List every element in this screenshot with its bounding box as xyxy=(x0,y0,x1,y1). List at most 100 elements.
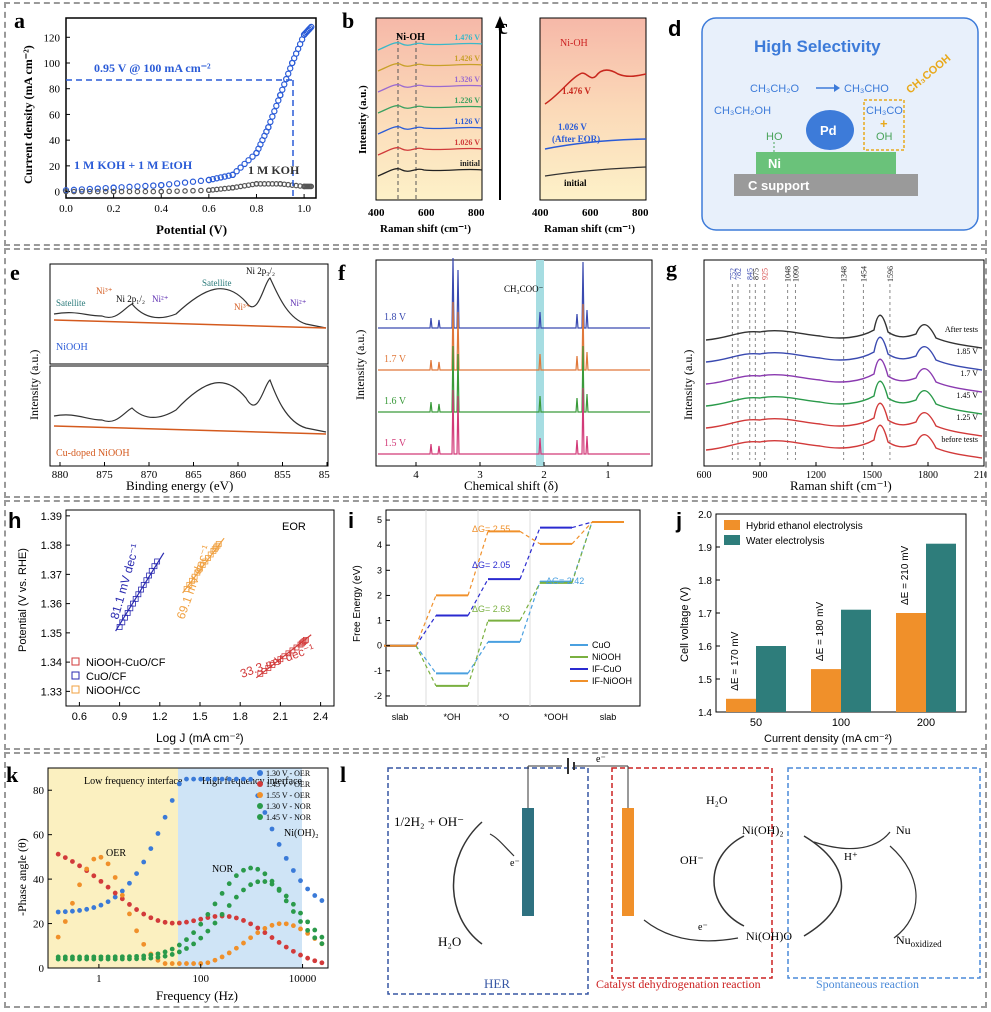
data-point xyxy=(312,893,318,898)
data-point xyxy=(269,935,275,940)
data-point xyxy=(94,188,101,195)
data-point xyxy=(150,188,157,195)
data-point xyxy=(84,956,90,962)
region-high: High frequency interface xyxy=(202,776,303,787)
data-point xyxy=(226,776,232,782)
species-nu: Nu xyxy=(896,823,911,837)
x-tick-label: 0.6 xyxy=(72,711,87,723)
energy-connector xyxy=(467,641,489,674)
x-axis-label: Raman shift (cm⁻¹) xyxy=(790,478,892,493)
data-point xyxy=(285,650,292,657)
data-point xyxy=(198,935,204,941)
y-tick-label: 2 xyxy=(377,590,382,600)
energy-connector xyxy=(571,521,593,584)
y-tick-label: 0 xyxy=(377,641,382,651)
plot-frame xyxy=(65,17,317,199)
x-tick-label: 2100 xyxy=(974,470,986,481)
data-point xyxy=(214,542,221,549)
data-point xyxy=(169,946,175,952)
data-point xyxy=(290,909,296,914)
energy-connector xyxy=(467,620,489,687)
data-point xyxy=(182,188,188,194)
curve-label: 1.8 V xyxy=(384,312,407,323)
data-point xyxy=(148,915,154,921)
panel-letter-f: f xyxy=(338,260,346,285)
energy-connector xyxy=(415,645,437,687)
legend-item: Hybrid ethanol electrolysis xyxy=(746,521,863,532)
data-point xyxy=(158,188,165,195)
x-tick: 600 xyxy=(418,207,435,219)
data-point xyxy=(126,188,133,195)
y-axis-label: -Phase angle (θ) xyxy=(15,838,29,916)
energy-connector xyxy=(415,595,437,646)
data-point xyxy=(70,956,75,962)
data-point xyxy=(290,948,296,954)
label-ni3: Ni³⁺ xyxy=(96,286,113,296)
x-tick-label: 50 xyxy=(750,717,762,729)
data-point xyxy=(241,887,246,893)
x-tick-label: 200 xyxy=(917,717,935,729)
x-tick-label: 1 xyxy=(96,973,102,985)
legend-swatch xyxy=(257,781,263,787)
y-tick-label: 2.0 xyxy=(698,510,712,521)
x-tick-label: 1.8 xyxy=(233,711,248,723)
data-point xyxy=(155,951,161,957)
data-point xyxy=(155,954,161,960)
data-point xyxy=(142,182,149,190)
curve-label: 1.7 V xyxy=(960,369,978,378)
data-point xyxy=(176,920,182,926)
x-tick: 400 xyxy=(532,207,549,219)
label-ni3-2: Ni³⁺ xyxy=(234,302,251,312)
row-4-frame xyxy=(4,752,987,1008)
y-tick-label: 80 xyxy=(49,84,61,96)
panel-letter-d: d xyxy=(668,16,681,41)
data-point xyxy=(102,188,109,195)
nmr-spectrum xyxy=(378,301,650,371)
data-point xyxy=(134,183,141,190)
data-point xyxy=(190,187,196,194)
data-point xyxy=(255,930,261,936)
x-tick-label: 1.2 xyxy=(152,711,167,723)
data-point xyxy=(191,961,197,966)
data-point xyxy=(134,907,139,912)
data-point xyxy=(173,180,181,187)
data-point xyxy=(191,918,197,924)
species-oh: OH xyxy=(876,131,893,143)
data-point xyxy=(105,861,111,867)
x-tick-label: 860 xyxy=(230,469,247,481)
x-tick-label: 0.8 xyxy=(250,203,264,215)
y-tick-label: -1 xyxy=(374,666,382,676)
x-tick-label: 2.1 xyxy=(273,711,288,723)
data-point xyxy=(191,776,197,782)
data-point xyxy=(176,942,182,948)
peak-label: 845 xyxy=(746,268,755,280)
data-point xyxy=(118,188,125,195)
legend-item: CuO xyxy=(592,640,611,650)
peak-label: 1090 xyxy=(791,266,800,282)
data-point xyxy=(319,898,325,903)
data-point xyxy=(312,958,318,964)
data-point xyxy=(261,667,268,674)
data-point xyxy=(283,855,289,861)
legend-item: CuO/CF xyxy=(86,671,127,683)
x-tick-label: *OOH xyxy=(544,712,568,722)
spectrum-curve xyxy=(377,168,483,177)
curve-label: 1.85 V xyxy=(956,347,978,356)
data-point xyxy=(312,927,318,933)
data-point xyxy=(212,901,218,907)
data-point xyxy=(219,890,225,896)
data-point xyxy=(241,940,246,946)
label-nioh2: Ni(OH)₂ xyxy=(284,828,319,839)
panel-letter-e: e xyxy=(10,260,20,285)
y-axis-label: Free Energy (eV) xyxy=(352,565,363,642)
peak-label-nioh: Ni-OH xyxy=(396,32,425,43)
data-point xyxy=(98,956,104,962)
plot-background xyxy=(539,17,647,201)
legend-item: 1.55 V - OER xyxy=(266,791,311,800)
legend-item: 1.30 V - OER xyxy=(266,769,311,778)
peak-label: 875 xyxy=(751,268,760,280)
data-point xyxy=(119,956,125,962)
species-ch3ch2o: CH₃CH₂O xyxy=(750,83,800,95)
data-point xyxy=(87,188,93,195)
x-tick-label: 3 xyxy=(477,469,483,481)
